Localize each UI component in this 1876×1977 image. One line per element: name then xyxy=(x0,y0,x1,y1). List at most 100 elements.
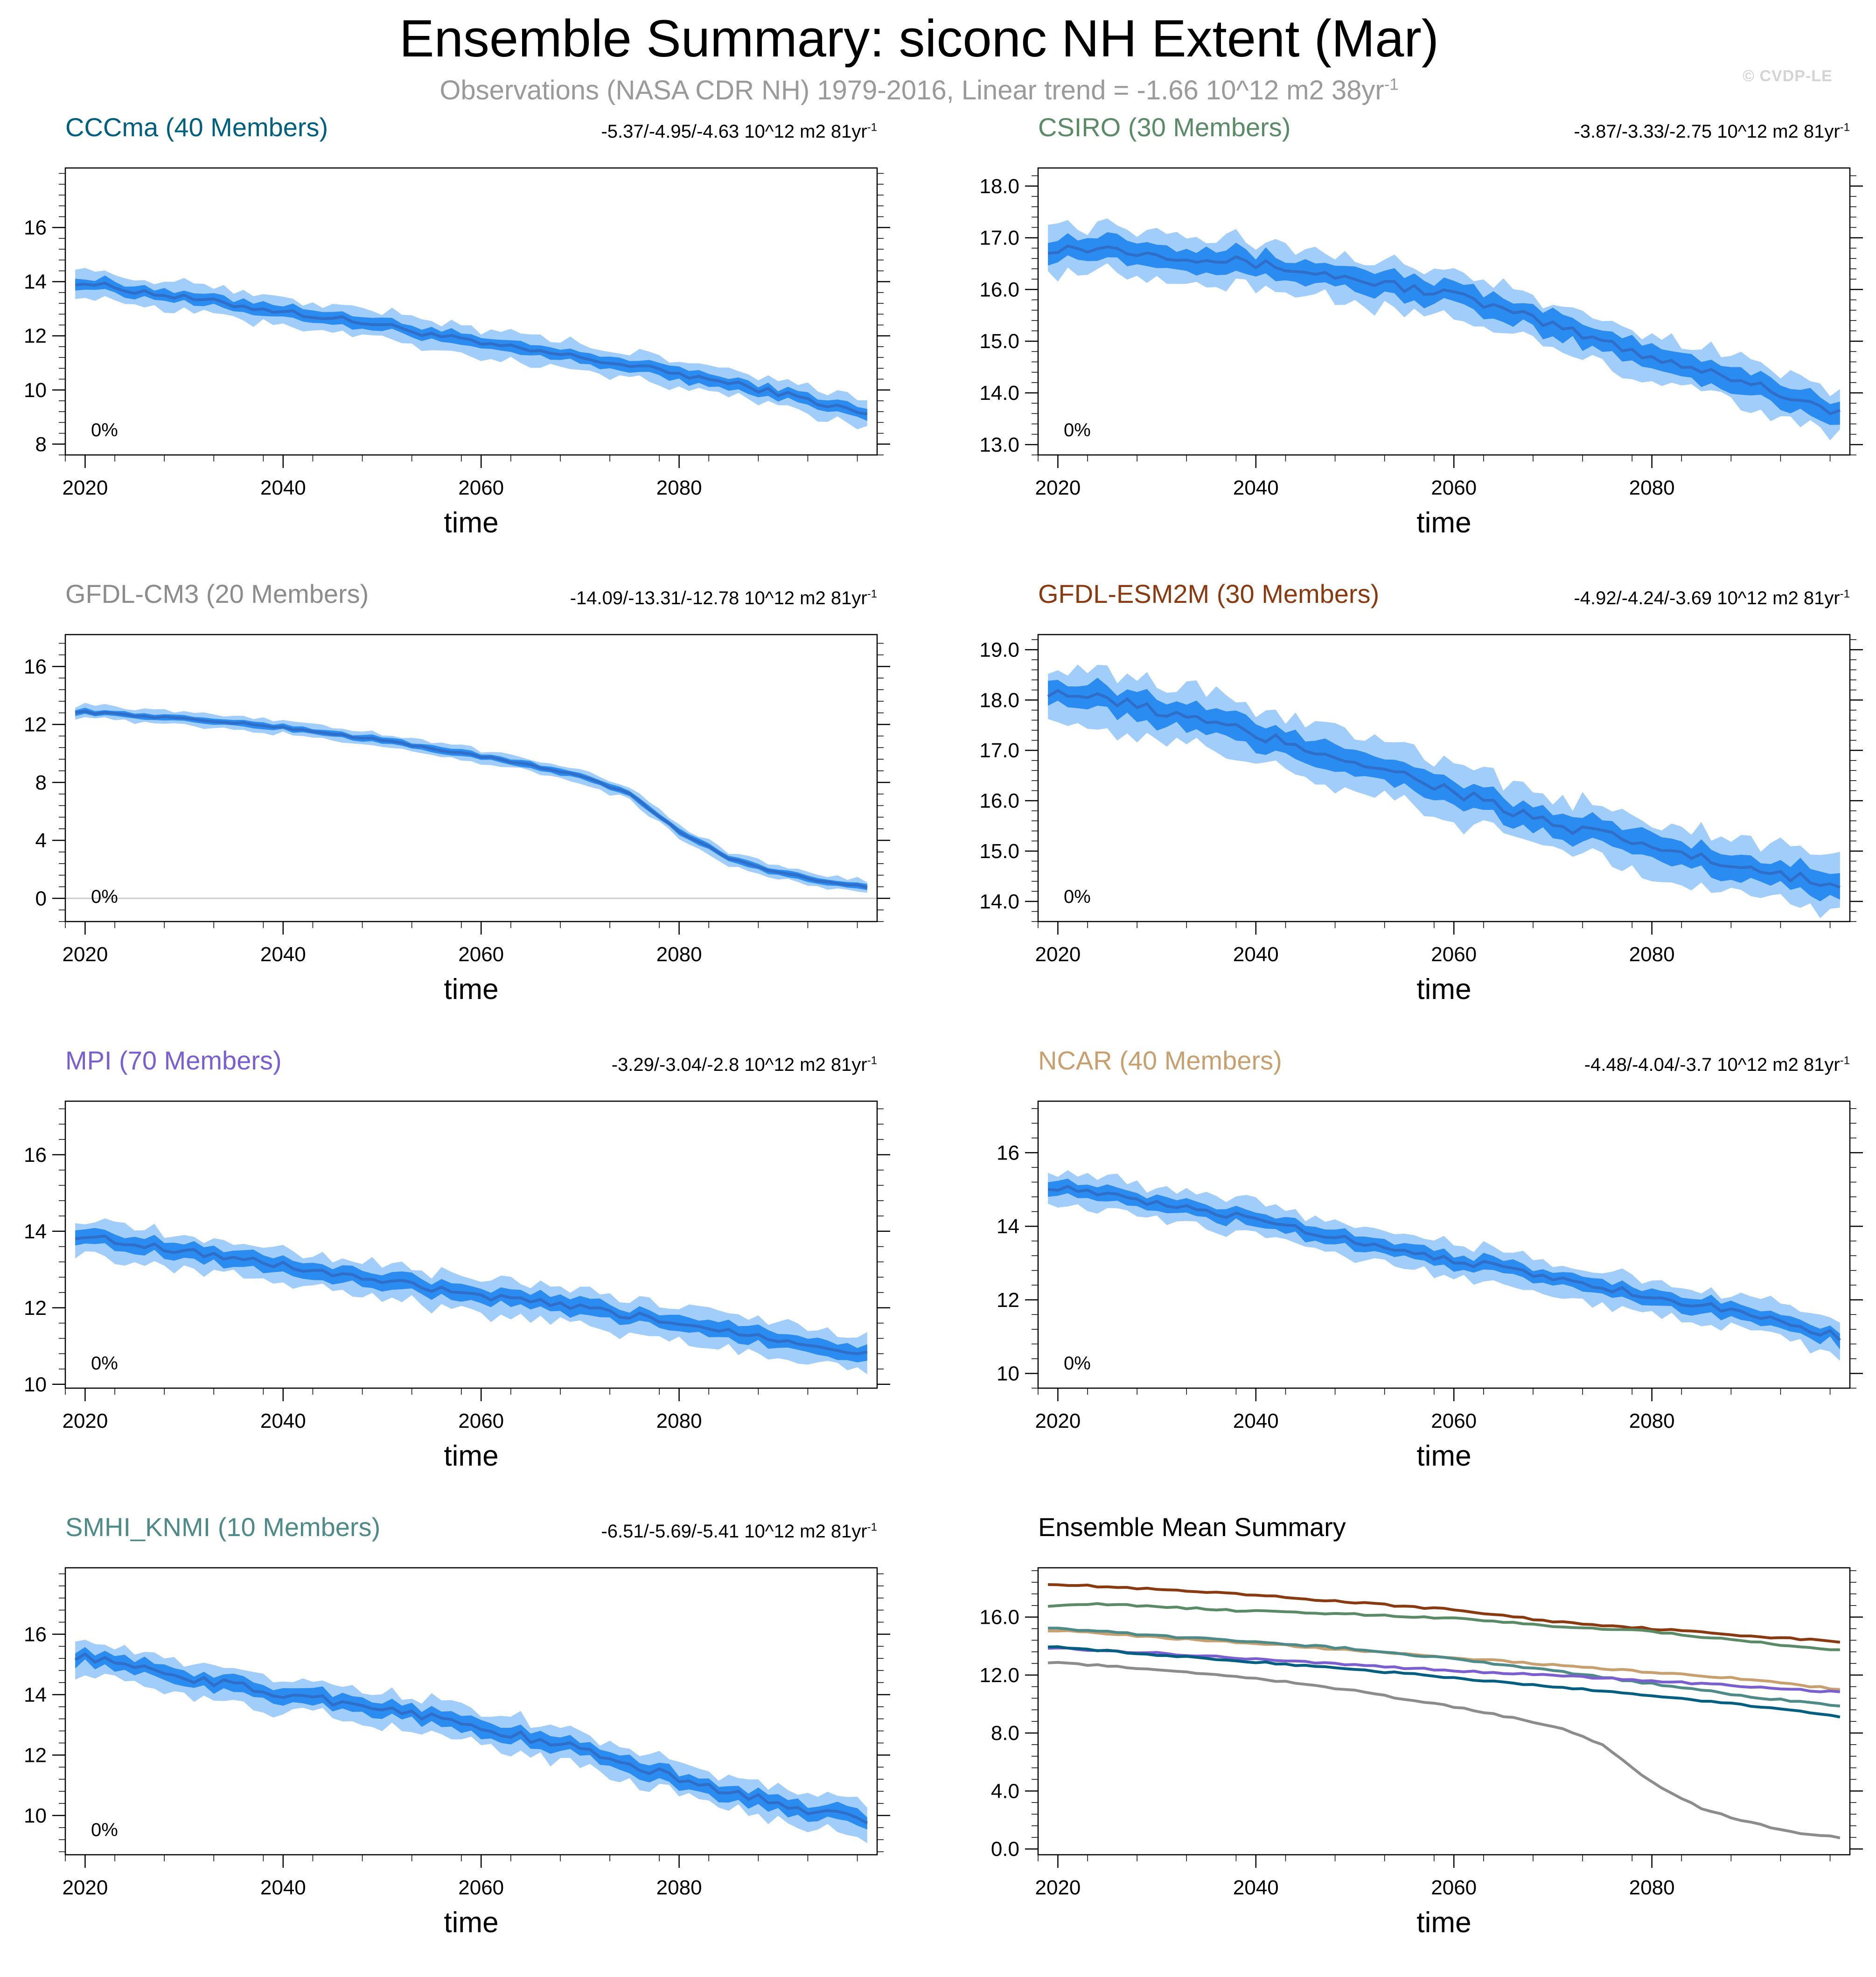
ensemble-outer-spread xyxy=(75,1640,867,1844)
series-line-gfdl-cm3 xyxy=(1048,1661,1841,1839)
trend-superscript: -1 xyxy=(1840,587,1850,601)
panel-title: SMHI_KNMI (10 Members) xyxy=(65,1512,381,1542)
y-tick-label: 8 xyxy=(35,433,47,456)
x-tick-label: 2040 xyxy=(260,943,306,966)
x-tick-label: 2020 xyxy=(1035,476,1081,499)
x-tick-label: 2020 xyxy=(62,476,108,499)
y-tick-label: 14 xyxy=(24,271,47,293)
plot-frame xyxy=(1037,1100,1851,1389)
y-tick-label: 15.0 xyxy=(979,330,1019,353)
series-line-smhi-knmi xyxy=(1048,1627,1841,1708)
panel-title: Ensemble Mean Summary xyxy=(1038,1512,1346,1542)
ensemble-outer-spread xyxy=(75,268,867,430)
trend-text: -3.87/-3.33/-2.75 10^12 m2 81yr xyxy=(1574,121,1840,142)
percent-label: 0% xyxy=(91,1353,118,1374)
y-tick-label: 10 xyxy=(24,1804,47,1827)
y-tick-label: 4 xyxy=(35,829,47,852)
x-axis-label: time xyxy=(444,1440,499,1472)
y-tick-label: 16.0 xyxy=(979,789,1019,812)
x-tick-label: 2060 xyxy=(1431,1876,1477,1899)
watermark: © CVDP-LE xyxy=(1743,67,1833,85)
y-tick-label: 16 xyxy=(24,1623,47,1646)
x-tick-label: 2080 xyxy=(1629,1410,1675,1432)
x-tick-label: 2080 xyxy=(656,943,702,966)
y-tick-label: 14 xyxy=(24,1220,47,1243)
trend-superscript: -1 xyxy=(867,1054,877,1067)
x-tick-label: 2040 xyxy=(1233,1410,1279,1432)
y-tick-label: 12 xyxy=(24,713,47,736)
trend-label: -3.87/-3.33/-2.75 10^12 m2 81yr-1 xyxy=(1038,121,1850,142)
chart-3-plot: 0% 14.0 15.0 16.0 17.0 18.0 19.0 2020 2040 2060 20… xyxy=(979,634,1863,966)
y-tick-label: 14 xyxy=(997,1215,1019,1238)
trend-label: -5.37/-4.95/-4.63 10^12 m2 81yr-1 xyxy=(65,121,877,142)
observations-subtitle: Observations (NASA CDR NH) 1979-2016, Li… xyxy=(0,75,1838,106)
y-tick-label: 12.0 xyxy=(979,1664,1019,1687)
trend-text: -4.48/-4.04/-3.7 10^12 m2 81yr xyxy=(1584,1055,1840,1075)
series-line-gfdl-esm2m xyxy=(1048,1583,1841,1644)
trend-superscript: -1 xyxy=(867,587,877,601)
plot-frame xyxy=(64,634,878,922)
x-tick-label: 2080 xyxy=(656,1876,702,1899)
ensemble-mean-line xyxy=(75,1234,868,1355)
y-tick-label: 14.0 xyxy=(979,382,1019,405)
y-tick-label: 19.0 xyxy=(979,638,1019,661)
ensemble-mean-line xyxy=(1047,689,1841,889)
x-tick-label: 2060 xyxy=(458,1876,504,1899)
ensemble-inner-spread xyxy=(75,707,867,890)
x-tick-label: 2040 xyxy=(260,476,306,499)
ensemble-inner-spread xyxy=(75,1647,867,1830)
trend-label: -3.29/-3.04/-2.8 10^12 m2 81yr-1 xyxy=(65,1055,877,1076)
ensemble-inner-spread xyxy=(1048,232,1840,425)
y-tick-label: 12 xyxy=(24,325,47,348)
chart-4-plot: 0% 10 12 14 16 2020 2040 2060 2080 xyxy=(24,1100,890,1432)
percent-label: 0% xyxy=(91,887,118,907)
y-tick-label: 15.0 xyxy=(979,840,1019,863)
x-tick-label: 2080 xyxy=(1629,1876,1675,1899)
y-tick-label: 10 xyxy=(24,1373,47,1396)
y-tick-label: 18.0 xyxy=(979,689,1019,712)
x-tick-label: 2080 xyxy=(656,476,702,499)
y-tick-label: 17.0 xyxy=(979,739,1019,762)
ensemble-mean-line xyxy=(75,710,868,889)
y-tick-label: 10 xyxy=(24,379,47,402)
y-tick-label: 12 xyxy=(24,1297,47,1320)
subtitle-superscript: -1 xyxy=(1384,75,1399,94)
ensemble-mean-line xyxy=(75,281,868,416)
plot-frame xyxy=(64,1567,878,1856)
trend-label: -4.92/-4.24/-3.69 10^12 m2 81yr-1 xyxy=(1038,588,1850,609)
percent-label: 0% xyxy=(91,1820,118,1840)
trend-superscript: -1 xyxy=(1840,121,1850,134)
y-tick-label: 0 xyxy=(35,887,47,910)
y-tick-label: 16.0 xyxy=(979,278,1019,301)
ensemble-mean-line xyxy=(74,1652,868,1825)
y-tick-label: 14.0 xyxy=(979,890,1019,913)
chart-2-plot: 0% 0 4 8 12 16 2020 2040 2060 2080 xyxy=(24,634,890,966)
trend-text: -6.51/-5.69/-5.41 10^12 m2 81yr xyxy=(601,1521,867,1542)
x-tick-label: 2020 xyxy=(62,943,108,966)
x-tick-label: 2060 xyxy=(1431,1410,1477,1432)
ensemble-inner-spread xyxy=(1048,678,1840,901)
x-tick-label: 2060 xyxy=(1431,943,1477,966)
y-tick-label: 4.0 xyxy=(991,1780,1019,1802)
plot-frame xyxy=(1037,634,1851,922)
trend-label: -4.48/-4.04/-3.7 10^12 m2 81yr-1 xyxy=(1038,1055,1850,1076)
trend-label: -6.51/-5.69/-5.41 10^12 m2 81yr-1 xyxy=(65,1521,877,1542)
percent-label: 0% xyxy=(1064,887,1091,907)
x-tick-label: 2040 xyxy=(260,1876,306,1899)
x-tick-label: 2080 xyxy=(1629,943,1675,966)
panel-title: GFDL-ESM2M (30 Members) xyxy=(1038,579,1380,608)
panel-title: CCCma (40 Members) xyxy=(65,112,328,142)
y-tick-label: 10 xyxy=(997,1362,1019,1385)
series-line-csiro xyxy=(1047,1602,1840,1651)
y-tick-label: 16 xyxy=(997,1141,1019,1164)
panel-title: GFDL-CM3 (20 Members) xyxy=(65,579,369,608)
panel-title: CSIRO (30 Members) xyxy=(1038,112,1291,142)
chart-5-plot: 0% 10 12 14 16 2020 2040 2060 2080 xyxy=(997,1100,1863,1432)
trend-text: -4.92/-4.24/-3.69 10^12 m2 81yr xyxy=(1574,588,1840,608)
ensemble-inner-spread xyxy=(75,1228,867,1362)
x-axis-label: time xyxy=(444,973,499,1006)
series-line-cccma xyxy=(1048,1645,1841,1719)
y-tick-label: 18.0 xyxy=(979,175,1019,198)
x-axis-label: time xyxy=(444,1907,499,1939)
x-tick-label: 2080 xyxy=(656,1410,702,1432)
